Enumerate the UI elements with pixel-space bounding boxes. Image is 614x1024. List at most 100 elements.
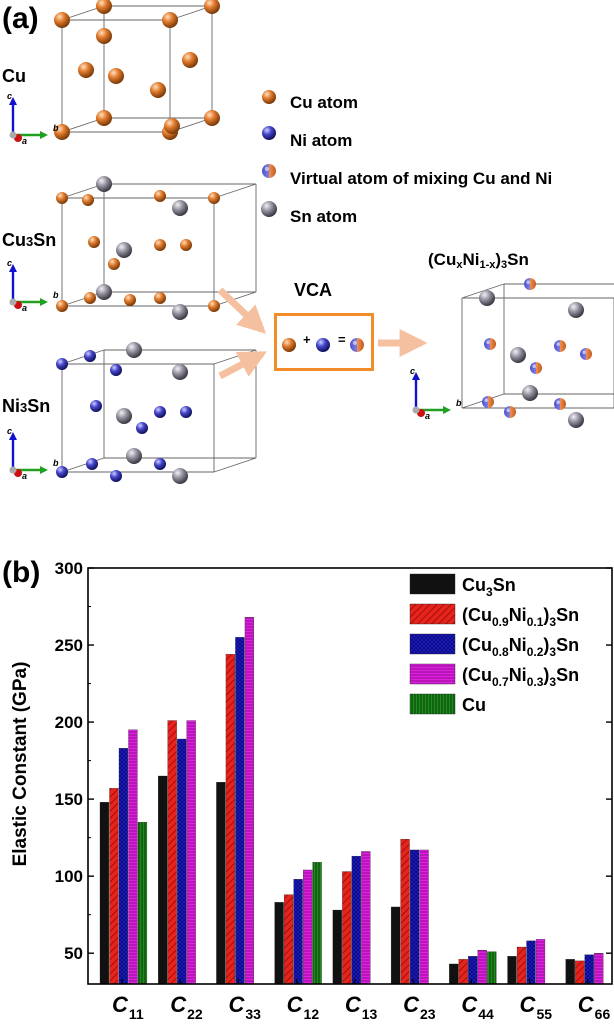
x-tick-label-c23: C23: [403, 992, 436, 1020]
virtual-atom: [580, 348, 592, 360]
bar--cu0-9ni0-1-3sn-c13: [342, 871, 352, 985]
cu-axis-c-letter: c: [7, 91, 13, 101]
cu-atom: [54, 12, 70, 28]
process-arrows: [217, 287, 428, 380]
x-tick-label-c12: C12: [287, 992, 320, 1020]
chart-legend-item-2: (Cu0.8Ni0.2)3Sn: [409, 633, 579, 659]
cu3sn-axis-c-letter: c: [7, 258, 13, 268]
cu-atom: [96, 0, 112, 14]
legend-item-sn: Sn atom: [290, 207, 358, 226]
ni-atom: [136, 422, 148, 434]
cu-atom: [154, 292, 166, 304]
ni-atom: [90, 400, 102, 412]
bar--cu0-7ni0-3-3sn-c23: [419, 849, 429, 985]
legend-swatch: [409, 633, 456, 655]
ni-atom: [180, 406, 192, 418]
sn-atom: [568, 412, 584, 428]
bar--cu0-7ni0-3-3sn-c55: [535, 939, 546, 985]
legend-item-cu: Cu atom: [290, 93, 358, 112]
bar--cu0-9ni0-1-3sn-c23: [400, 839, 410, 985]
cu3sn-axis-triad: [9, 264, 48, 309]
ni-atom: [56, 466, 68, 478]
sn-atom: [126, 448, 142, 464]
sn-atom: [172, 468, 188, 484]
chart-legend-item-1: (Cu0.9Ni0.1)3Sn: [409, 603, 579, 629]
legend-cu-icon: [262, 90, 276, 104]
sn-atom: [96, 284, 112, 300]
bar--cu0-7ni0-3-3sn-c11: [128, 729, 138, 985]
ni-atom: [86, 458, 98, 470]
x-tick-label-c13: C13: [345, 992, 378, 1020]
vca-cu-atom: [282, 338, 296, 352]
cu-atom: [154, 239, 166, 251]
virtual-atom: [484, 338, 496, 350]
bar-cu-c11: [137, 822, 148, 985]
y-tick-label: 150: [55, 790, 83, 809]
virtual-atom: [554, 340, 566, 352]
cu-axis-triad: [9, 97, 48, 142]
bar--cu0-8ni0-2-3sn-c11: [118, 748, 129, 985]
bar--cu0-9ni0-1-3sn-c44: [458, 959, 468, 985]
x-tick-label-c22: C22: [170, 992, 203, 1020]
bar-cu3sn-c55: [507, 956, 517, 985]
legend-swatch: [409, 693, 456, 715]
legend-label: (Cu0.7Ni0.3)3Sn: [462, 665, 579, 689]
legend-item-ni: Ni atom: [290, 131, 353, 150]
cu-atom: [204, 0, 220, 14]
ni3sn-axis-c-letter: c: [7, 426, 13, 436]
cu-atom: [108, 258, 120, 270]
plot-frame: [87, 567, 613, 985]
cu3sn-axis-b-letter: b: [53, 290, 59, 300]
cu-axis-b-letter: b: [53, 123, 59, 133]
bar--cu0-8ni0-2-3sn-c33: [235, 637, 245, 985]
y-tick-label: 250: [55, 636, 83, 655]
legend-label: (Cu0.9Ni0.1)3Sn: [462, 605, 579, 629]
bar--cu0-9ni0-1-3sn-c12: [284, 894, 294, 985]
bar--cu0-9ni0-1-3sn-c11: [109, 788, 119, 985]
bar--cu0-8ni0-2-3sn-c23: [409, 849, 420, 985]
virtual-atom: [530, 362, 542, 374]
bar-cu-c12: [312, 862, 322, 985]
bar--cu0-8ni0-2-3sn-c44: [468, 956, 478, 985]
sn-atom: [522, 385, 538, 401]
legend-virtual-icon: [262, 164, 276, 178]
cu3sn-unit-cell: [56, 176, 257, 320]
bar--cu0-7ni0-3-3sn-c44: [477, 949, 487, 985]
alloy-axis-b-letter: b: [456, 398, 462, 408]
bar--cu0-7ni0-3-3sn-c22: [186, 720, 196, 985]
ni-atom: [56, 358, 68, 370]
elastic-constant-chart: 50 100 150 200 250 300 C11 C22 C33 C12 C13 C23 C44 C5…: [55, 560, 613, 1020]
sn-atom: [116, 408, 132, 424]
y-tick-label: 300: [55, 560, 83, 578]
legend-swatch: [409, 573, 456, 595]
sn-atom: [126, 342, 142, 358]
bar-cu3sn-c23: [390, 906, 401, 985]
bar-cu-c44: [487, 951, 497, 985]
chart-legend-item-3: (Cu0.7Ni0.3)3Sn: [409, 663, 579, 689]
arrow-cu3sn-to-vca: [217, 287, 267, 334]
ni-atom: [110, 470, 122, 482]
ni3sn-structure-label: Ni3Sn: [2, 396, 51, 416]
bar--cu0-8ni0-2-3sn-c66: [584, 954, 594, 985]
sn-atom: [479, 290, 495, 306]
x-tick-label-c66: C66: [578, 992, 611, 1020]
bar--cu0-8ni0-2-3sn-c55: [526, 940, 536, 985]
bar--cu0-9ni0-1-3sn-c66: [575, 960, 585, 985]
x-tick-label-c11: C11: [112, 992, 144, 1020]
chart-legend-item-0: Cu3Sn: [409, 573, 516, 599]
bar-cu3sn-c66: [565, 959, 575, 985]
cu-atom: [154, 190, 166, 202]
legend-swatch: [409, 663, 456, 685]
panel-a-diagram: [9, 0, 614, 484]
y-tick-label: 200: [55, 713, 83, 732]
bar-cu3sn-c33: [216, 782, 226, 985]
alloy-axis-c-letter: c: [410, 366, 416, 376]
panel-b-label: (b): [2, 556, 41, 589]
legend-label: (Cu0.8Ni0.2)3Sn: [462, 635, 579, 659]
cu-atom: [82, 194, 94, 206]
virtual-atom: [482, 396, 494, 408]
bar--cu0-9ni0-1-3sn-c33: [225, 654, 235, 985]
cu-structure-label: Cu: [2, 66, 26, 86]
cu-atom: [124, 294, 136, 306]
atom-legend: Cu atom Ni atom Virtual atom of mixing C…: [262, 84, 552, 236]
